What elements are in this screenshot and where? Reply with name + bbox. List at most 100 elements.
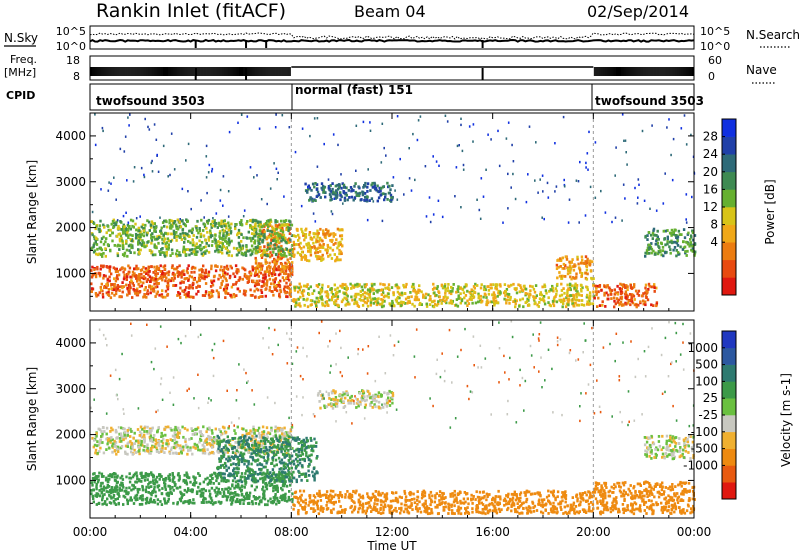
cpid-frame [89, 83, 695, 111]
heat-cell [227, 479, 230, 483]
heat-cell [285, 248, 289, 251]
heat-cell [330, 210, 333, 213]
heat-cell [272, 489, 275, 493]
heat-cell [343, 287, 346, 290]
heat-cell [174, 252, 178, 256]
heat-cell [130, 450, 133, 454]
heat-cell [188, 295, 191, 299]
heat-cell [154, 274, 158, 278]
heat-cell [487, 292, 491, 296]
heat-cell [355, 194, 358, 197]
heat-cell [288, 278, 291, 282]
heat-cell [515, 299, 518, 303]
heat-cell [636, 292, 639, 295]
heat-cell [94, 292, 98, 295]
heat-cell [154, 253, 157, 257]
heat-cell [269, 218, 272, 222]
heat-cell [403, 302, 407, 305]
heat-cell [249, 248, 252, 252]
heat-cell [289, 238, 292, 242]
heat-cell [356, 192, 359, 196]
heat-cell [154, 226, 158, 230]
heat-cell [237, 269, 240, 273]
heat-cell [490, 138, 492, 141]
heat-cell [415, 297, 419, 301]
heat-cell [134, 232, 138, 236]
heat-cell [362, 120, 365, 124]
heat-cell [444, 292, 447, 295]
heat-cell [330, 290, 333, 294]
heat-cell [103, 286, 106, 289]
heat-cell [440, 302, 443, 305]
heat-cell [327, 178, 330, 181]
heat-cell [99, 286, 102, 289]
heat-cell [580, 287, 583, 291]
heat-cell [148, 451, 151, 455]
heat-cell [575, 286, 578, 290]
heat-cell [238, 498, 242, 502]
heat-cell [278, 226, 281, 229]
heat-cell [98, 291, 101, 295]
heat-cell [178, 474, 181, 478]
heat-cell [582, 261, 586, 265]
heat-cell [373, 297, 377, 300]
heat-cell [269, 234, 273, 238]
heat-cell [392, 293, 395, 297]
heat-cell [323, 142, 325, 146]
heat-cell [557, 258, 560, 262]
heat-cell [107, 474, 110, 478]
heat-cell [245, 495, 248, 499]
heat-cell [253, 241, 256, 245]
heat-cell [201, 269, 204, 272]
heat-cell [473, 286, 476, 290]
heat-cell [355, 300, 358, 304]
heat-cell [513, 300, 516, 303]
heat-cell [666, 240, 669, 243]
heat-cell [260, 249, 263, 253]
heat-cell [377, 196, 381, 200]
heat-cell [136, 490, 140, 494]
heat-cell [578, 268, 582, 272]
heat-cell [271, 247, 274, 251]
heat-cell [675, 241, 679, 245]
freq-left-label: Freq. [10, 53, 37, 66]
heat-cell [676, 235, 680, 239]
heat-cell [259, 267, 262, 271]
heat-cell [321, 258, 324, 261]
heat-cell [548, 289, 551, 293]
heat-cell [505, 301, 508, 305]
heat-cell [443, 299, 447, 303]
heat-cell [115, 267, 118, 271]
heat-cell [113, 244, 116, 247]
heat-cell [222, 274, 225, 277]
heat-cell [183, 473, 186, 477]
heat-cell [281, 230, 285, 234]
heat-cell [109, 430, 112, 433]
heat-cell [136, 477, 139, 480]
heat-cell [619, 290, 623, 294]
heat-cell [105, 231, 108, 235]
heat-cell [251, 236, 254, 240]
heat-cell [335, 196, 339, 199]
heat-cell [154, 295, 157, 298]
heat-cell [518, 290, 521, 294]
heat-cell [533, 302, 536, 306]
heat-cell [268, 222, 271, 226]
heat-cell [148, 128, 151, 131]
heat-cell [647, 231, 651, 234]
heat-cell [693, 243, 697, 246]
heat-cell [176, 431, 180, 434]
heat-cell [143, 288, 146, 292]
heat-cell [122, 503, 125, 506]
heat-cell [253, 274, 257, 277]
heat-cell [97, 293, 100, 297]
heat-cell [336, 295, 340, 298]
heat-cell [160, 275, 164, 279]
heat-cell [367, 168, 369, 171]
heat-cell [596, 305, 599, 308]
heat-cell [375, 298, 378, 301]
heat-cell [261, 229, 264, 233]
heat-cell [181, 219, 184, 222]
heat-cell [473, 290, 476, 294]
heat-cell [220, 247, 223, 251]
